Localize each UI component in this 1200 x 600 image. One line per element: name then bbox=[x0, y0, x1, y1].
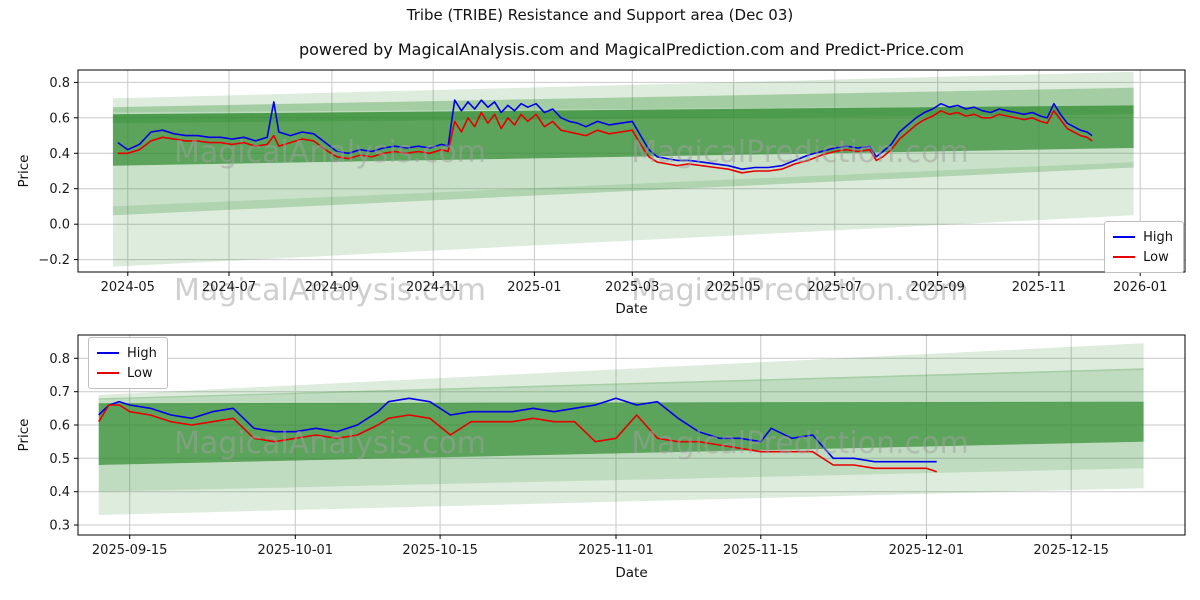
low-line-swatch bbox=[97, 372, 119, 374]
svg-text:2025-11: 2025-11 bbox=[1012, 280, 1066, 295]
x-tick-labels: 2024-05 2024-07 2024-09 2024-11 2025-01 2025-… bbox=[101, 272, 1167, 295]
legend-label-low: Low bbox=[127, 365, 153, 381]
high-line-swatch bbox=[1113, 236, 1136, 238]
svg-text:2025-11-01: 2025-11-01 bbox=[578, 543, 654, 558]
svg-text:0.6: 0.6 bbox=[49, 419, 70, 434]
legend-item-low: Low bbox=[1113, 247, 1173, 267]
support-resistance-bands bbox=[112, 71, 1134, 267]
x-axis-label: Date bbox=[615, 565, 647, 581]
top-chart: MagicalAnalysis.com MagicalPrediction.com… bbox=[16, 69, 1186, 317]
y-axis-label: Price bbox=[16, 155, 32, 188]
high-line-swatch bbox=[97, 352, 119, 354]
svg-text:2025-01: 2025-01 bbox=[507, 280, 561, 295]
svg-text:2025-07: 2025-07 bbox=[808, 280, 862, 295]
svg-text:0.6: 0.6 bbox=[49, 111, 70, 126]
watermark-prediction: MagicalPrediction.com bbox=[631, 135, 969, 170]
watermarks: MagicalAnalysis.com MagicalPrediction.com… bbox=[174, 135, 969, 308]
x-tick-labels: 2025-09-15 2025-10-01 2025-10-15 2025-11-01… bbox=[92, 535, 1109, 558]
y-tick-labels: −0.2 0.0 0.2 0.4 0.6 0.8 bbox=[38, 76, 78, 268]
watermark-analysis: MagicalAnalysis.com bbox=[174, 426, 486, 461]
svg-text:0.4: 0.4 bbox=[49, 147, 70, 162]
x-axis-label: Date bbox=[615, 301, 647, 317]
y-axis-label: Price bbox=[16, 419, 32, 452]
legend-item-low: Low bbox=[97, 363, 157, 383]
low-line-swatch bbox=[1113, 256, 1136, 258]
legend-label-high: High bbox=[1143, 229, 1173, 245]
watermark-prediction: MagicalPrediction.com bbox=[631, 273, 969, 308]
svg-text:2025-10-01: 2025-10-01 bbox=[258, 543, 334, 558]
svg-text:2025-09-15: 2025-09-15 bbox=[92, 543, 168, 558]
svg-text:2025-03: 2025-03 bbox=[605, 280, 659, 295]
legend-top: High Low bbox=[1104, 221, 1184, 273]
low-line bbox=[117, 110, 1093, 174]
figure-subtitle: powered by MagicalAnalysis.com and Magic… bbox=[298, 40, 965, 59]
svg-text:0.7: 0.7 bbox=[49, 385, 70, 400]
svg-text:0.8: 0.8 bbox=[49, 352, 70, 367]
watermark-analysis: MagicalAnalysis.com bbox=[174, 273, 486, 308]
legend-label-high: High bbox=[127, 345, 157, 361]
svg-text:0.0: 0.0 bbox=[49, 218, 70, 233]
svg-text:2025-10-15: 2025-10-15 bbox=[402, 543, 478, 558]
svg-text:0.4: 0.4 bbox=[49, 485, 70, 500]
plot-border bbox=[77, 334, 1186, 536]
svg-text:2025-12-01: 2025-12-01 bbox=[889, 543, 965, 558]
svg-text:2026-01: 2026-01 bbox=[1113, 280, 1167, 295]
high-line bbox=[98, 397, 937, 463]
watermark-prediction: MagicalPrediction.com bbox=[631, 426, 969, 461]
svg-text:2024-11: 2024-11 bbox=[406, 280, 460, 295]
svg-text:2024-05: 2024-05 bbox=[101, 280, 155, 295]
svg-text:0.2: 0.2 bbox=[49, 182, 70, 197]
legend-label-low: Low bbox=[1143, 249, 1169, 265]
svg-text:2025-11-15: 2025-11-15 bbox=[723, 543, 799, 558]
svg-text:2024-09: 2024-09 bbox=[305, 280, 359, 295]
svg-text:2025-05: 2025-05 bbox=[706, 280, 760, 295]
watermark-analysis: MagicalAnalysis.com bbox=[174, 135, 486, 170]
low-line bbox=[98, 404, 937, 473]
watermarks: MagicalAnalysis.com MagicalPrediction.com bbox=[174, 426, 969, 461]
svg-text:−0.2: −0.2 bbox=[38, 253, 70, 268]
svg-text:0.8: 0.8 bbox=[49, 76, 70, 91]
svg-text:0.5: 0.5 bbox=[49, 452, 70, 467]
plot-border bbox=[77, 69, 1186, 273]
figure-title: Tribe (TRIBE) Resistance and Support are… bbox=[406, 6, 794, 24]
svg-text:2024-07: 2024-07 bbox=[202, 280, 256, 295]
svg-text:0.3: 0.3 bbox=[49, 519, 70, 534]
high-line bbox=[117, 99, 1093, 170]
svg-text:2025-09: 2025-09 bbox=[911, 280, 965, 295]
bottom-chart: MagicalAnalysis.com MagicalPrediction.com… bbox=[0, 322, 1200, 600]
y-tick-labels: 0.3 0.4 0.5 0.6 0.7 0.8 bbox=[49, 352, 78, 534]
legend-bottom: High Low bbox=[88, 337, 168, 389]
svg-text:2025-12-15: 2025-12-15 bbox=[1033, 543, 1109, 558]
legend-item-high: High bbox=[97, 343, 157, 363]
legend-item-high: High bbox=[1113, 227, 1173, 247]
